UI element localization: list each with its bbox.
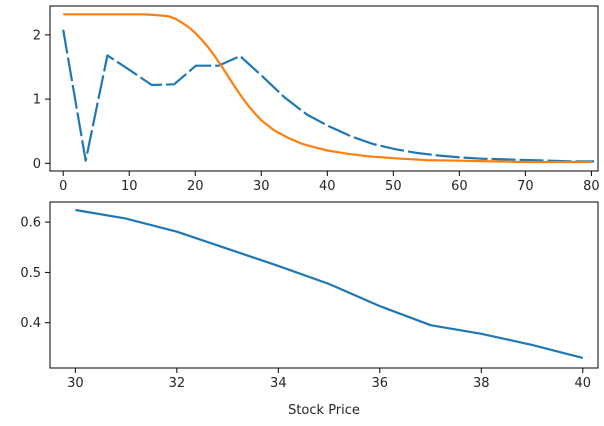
bottom-plot-frame [49, 201, 599, 369]
top-plot-series [62, 13, 594, 164]
top-plot-y-tick-label: 2 [33, 28, 41, 43]
bottom-plot-x-tick-label: 38 [473, 376, 490, 391]
top-plot-series-2-line [63, 13, 592, 164]
top-plot-x-tick-label: 70 [517, 179, 534, 194]
bottom-plot-series [75, 208, 584, 359]
top-plot-y-tick-label: 1 [33, 93, 41, 108]
bottom-plot-x-tick-label: 36 [372, 376, 389, 391]
bottom-plot-x-tick-label: 30 [67, 376, 84, 391]
top-plot: 0 10 20 30 40 50 60 70 80 0 1 2 [33, 5, 600, 194]
bottom-plot-x-tick-label: 32 [169, 376, 186, 391]
bottom-plot-x-axis-title: Stock Price [288, 403, 360, 418]
bottom-plot: 30 32 34 36 38 40 0.4 0.5 0.6 Stock Price [20, 201, 599, 418]
top-plot-x-tick-label: 40 [319, 179, 336, 194]
top-plot-frame [49, 5, 599, 172]
bottom-plot-y-tick-label: 0.4 [20, 316, 41, 331]
top-plot-x-tick-label: 20 [187, 179, 204, 194]
bottom-plot-y-tick-label: 0.6 [20, 216, 41, 231]
top-plot-x-tick-label: 10 [121, 179, 138, 194]
top-plot-x-tick-label: 80 [583, 179, 600, 194]
top-plot-x-tick-label: 60 [451, 179, 468, 194]
top-plot-series-1-line [62, 29, 594, 163]
bottom-plot-series-1-line [75, 208, 584, 359]
top-plot-x-axis: 0 10 20 30 40 50 60 70 80 [59, 171, 600, 194]
top-plot-x-tick-label: 30 [253, 179, 270, 194]
bottom-plot-x-tick-label: 34 [270, 376, 287, 391]
bottom-plot-x-tick-label: 40 [575, 376, 592, 391]
top-plot-y-tick-label: 0 [33, 157, 41, 172]
top-plot-x-tick-label: 0 [59, 179, 67, 194]
bottom-plot-x-axis: 30 32 34 36 38 40 [67, 368, 591, 391]
bottom-plot-y-tick-label: 0.5 [20, 266, 41, 281]
top-plot-x-tick-label: 50 [385, 179, 402, 194]
bottom-plot-y-axis: 0.4 0.5 0.6 [20, 216, 50, 331]
top-plot-y-axis: 0 1 2 [33, 28, 50, 172]
